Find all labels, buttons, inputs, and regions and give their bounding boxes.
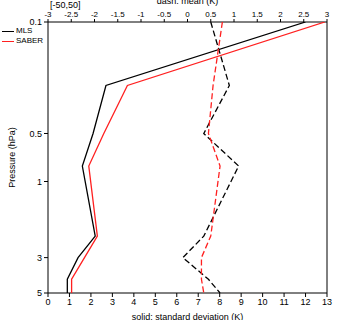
svg-text:-1: -1 <box>137 10 145 19</box>
svg-text:2.5: 2.5 <box>298 10 310 19</box>
svg-text:4: 4 <box>131 297 136 307</box>
svg-text:0.5: 0.5 <box>29 129 42 139</box>
svg-text:-1.5: -1.5 <box>111 10 125 19</box>
svg-text:-0.5: -0.5 <box>157 10 171 19</box>
svg-text:1: 1 <box>232 10 237 19</box>
svg-text:10: 10 <box>258 297 268 307</box>
svg-text:Pressure (hPa): Pressure (hPa) <box>8 127 17 188</box>
svg-text:13: 13 <box>322 297 332 307</box>
svg-text:9: 9 <box>239 297 244 307</box>
svg-text:0.1: 0.1 <box>29 17 42 27</box>
svg-text:3: 3 <box>325 10 330 19</box>
html-text:MLS: MLS <box>16 26 33 35</box>
svg-text:8: 8 <box>217 297 222 307</box>
svg-text:0: 0 <box>185 10 190 19</box>
svg-text:7: 7 <box>196 297 201 307</box>
svg-text:0.5: 0.5 <box>205 10 217 19</box>
svg-text:6: 6 <box>174 297 179 307</box>
svg-text:-2.5: -2.5 <box>64 10 78 19</box>
svg-text:1: 1 <box>37 177 42 187</box>
svg-text:11: 11 <box>279 297 288 307</box>
svg-text:5: 5 <box>37 288 42 298</box>
svg-text:12: 12 <box>301 297 311 307</box>
svg-text:dash: mean (K): dash: mean (K) <box>157 0 219 6</box>
html-text:[-50,50]: [-50,50] <box>50 0 81 10</box>
svg-text:3: 3 <box>110 297 115 307</box>
html-text:SABER: SABER <box>16 36 44 45</box>
svg-text:solid: standard deviation (K): solid: standard deviation (K) <box>132 312 244 320</box>
svg-text:1.5: 1.5 <box>252 10 264 19</box>
svg-text:1: 1 <box>67 297 72 307</box>
svg-text:2: 2 <box>88 297 93 307</box>
svg-text:5: 5 <box>153 297 158 307</box>
svg-text:-3: -3 <box>44 10 52 19</box>
svg-text:0: 0 <box>45 297 50 307</box>
svg-text:3: 3 <box>37 253 42 263</box>
svg-text:-2: -2 <box>91 10 99 19</box>
svg-text:2: 2 <box>278 10 283 19</box>
